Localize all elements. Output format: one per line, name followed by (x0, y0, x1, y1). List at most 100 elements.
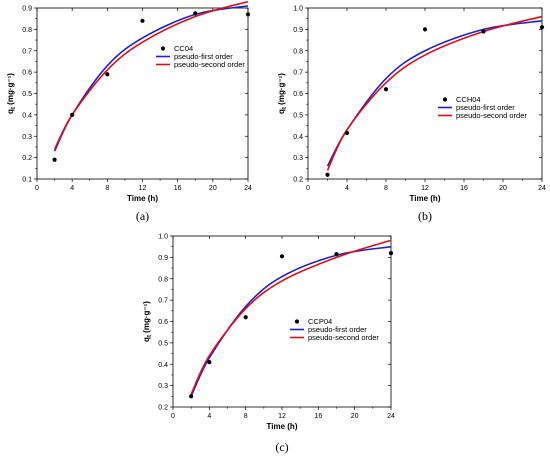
data-point (243, 315, 248, 320)
y-axis-label-rest: (mg·g⁻¹) (142, 301, 151, 335)
y-tick-label: 0.4 (22, 112, 32, 119)
data-point (207, 360, 212, 365)
x-tick-label: 4 (70, 185, 74, 192)
y-tick-label: 0.5 (22, 91, 32, 98)
y-tick-label: 0.4 (158, 362, 168, 369)
data-point (334, 252, 339, 257)
x-tick-label: 0 (306, 185, 310, 192)
y-tick-label: 0.6 (158, 319, 168, 326)
x-tick-label: 0 (35, 185, 39, 192)
legend-label: pseudo-second order (308, 333, 379, 342)
y-tick-label: 0.5 (158, 340, 168, 347)
data-point (383, 87, 389, 92)
x-tick-label: 12 (278, 413, 286, 420)
data-point (344, 130, 350, 136)
y-axis-label: qt (mg·g⁻¹) (6, 73, 17, 114)
x-tick-label: 16 (314, 413, 322, 420)
x-tick-label: 12 (421, 185, 429, 192)
y-tick-label: 0.2 (22, 155, 32, 162)
y-tick-label: 0.8 (293, 48, 303, 55)
legend-label: pseudo-first order (174, 52, 233, 61)
y-axis-label-rest: (mg·g⁻¹) (6, 73, 15, 107)
data-point (245, 12, 251, 17)
y-tick-label: 0.6 (293, 91, 303, 98)
y-axis-label-q: q (142, 337, 151, 342)
y-tick-label: 0.8 (158, 276, 168, 283)
y-axis-label-sub: t (282, 107, 288, 109)
series-line-1 (53, 5, 249, 152)
y-axis-label-sub: t (147, 335, 153, 337)
chart-panel-1: 0 4 8 12 16 20 24 0.2 0.3 0.4 0.5 0.6 0.7 0.8 0.9 1.0 Ti… (277, 6, 546, 224)
chart-panel-0: 0 4 8 12 16 20 24 0.1 0.2 0.3 0.4 0.5 0.6 0.7 0.8 0.9 Ti… (6, 0, 252, 223)
data-point (105, 72, 110, 77)
y-tick-label: 0.9 (158, 255, 168, 262)
series-line-1 (326, 20, 543, 167)
legend-label: CCH04 (456, 95, 481, 104)
y-axis-label-rest: (mg·g⁻¹) (277, 73, 286, 107)
x-tick-label: 24 (387, 413, 395, 420)
data-point (70, 112, 75, 117)
y-axis-label: qt (mg·g⁻¹) (277, 73, 288, 114)
legend-label: pseudo-second order (174, 60, 245, 69)
y-tick-label: 0.2 (293, 177, 303, 184)
data-point (189, 394, 194, 399)
chart-panel-2: 0 4 8 12 16 20 24 0.2 0.3 0.4 0.5 0.6 0.7 0.8 0.9 1.0 Ti… (142, 234, 395, 455)
legend-marker (294, 319, 300, 324)
x-tick-label: 12 (139, 185, 147, 192)
y-tick-label: 0.8 (22, 27, 32, 34)
data-point (193, 11, 198, 16)
panel-caption: (a) (136, 209, 149, 223)
x-tick-label: 4 (345, 185, 349, 192)
y-axis-label: qt (mg·g⁻¹) (142, 301, 153, 342)
y-axis-label-q: q (6, 109, 15, 114)
x-tick-label: 8 (105, 185, 109, 192)
x-tick-label: 20 (351, 413, 359, 420)
x-tick-label: 0 (171, 413, 175, 420)
legend-marker (442, 97, 448, 102)
y-tick-label: 0.1 (22, 177, 32, 184)
legend-label: CC04 (174, 44, 193, 53)
series-line-2 (326, 15, 543, 171)
x-tick-label: 24 (538, 185, 546, 192)
y-tick-label: 0.5 (293, 112, 303, 119)
plot-frame (36, 7, 249, 180)
y-tick-label: 0.7 (293, 70, 303, 77)
y-tick-label: 0.3 (22, 134, 32, 141)
legend-label: CCP04 (308, 317, 332, 326)
x-tick-label: 24 (244, 185, 252, 192)
legend-marker (160, 46, 166, 51)
x-axis-label: Time (h) (127, 194, 158, 203)
x-tick-label: 20 (499, 185, 507, 192)
y-tick-label: 0.2 (158, 405, 168, 412)
legend-label: pseudo-first order (456, 103, 515, 112)
x-tick-label: 16 (174, 185, 182, 192)
y-axis-label-sub: t (11, 107, 17, 109)
y-tick-label: 0.6 (22, 70, 32, 77)
y-tick-label: 0.7 (22, 48, 32, 55)
series-line-1 (190, 245, 392, 397)
legend-label: pseudo-first order (308, 325, 367, 334)
x-axis-label: Time (h) (267, 422, 298, 431)
y-tick-label: 1.0 (158, 234, 168, 241)
data-point (325, 172, 330, 177)
plot-frame (172, 235, 392, 408)
x-tick-label: 16 (460, 185, 468, 192)
x-tick-label: 8 (244, 413, 248, 420)
x-axis-label: Time (h) (410, 194, 441, 203)
panel-caption: (c) (275, 440, 288, 454)
data-point (481, 29, 486, 34)
y-tick-label: 0.4 (293, 134, 303, 141)
data-point (422, 27, 428, 32)
legend-label: pseudo-second order (456, 111, 527, 120)
plot-frame (307, 7, 543, 180)
data-point (140, 18, 145, 23)
x-tick-label: 4 (207, 413, 211, 420)
data-point (52, 157, 57, 162)
panel-caption: (b) (418, 209, 432, 223)
series-line-2 (53, 0, 249, 150)
data-point (279, 254, 285, 259)
